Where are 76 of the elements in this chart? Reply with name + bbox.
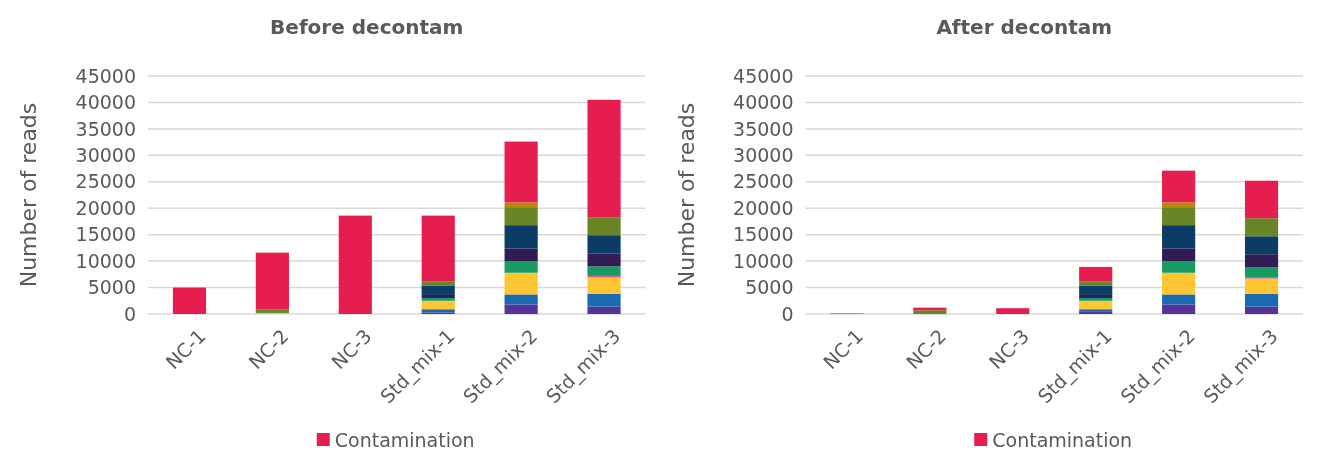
- y-tick-label: 15000: [733, 223, 794, 246]
- bar: [587, 277, 621, 294]
- bar: [421, 285, 455, 295]
- y-tick-label: 35000: [75, 117, 136, 140]
- bar: [587, 266, 621, 276]
- bar: [996, 308, 1030, 314]
- bar: [1162, 304, 1196, 314]
- bar: [1079, 266, 1113, 282]
- y-axis-title: Number of reads: [16, 102, 41, 288]
- bar: [504, 225, 538, 249]
- bar: [421, 294, 455, 299]
- bar: [1162, 170, 1196, 203]
- y-tick-label: 45000: [733, 64, 794, 87]
- bar: [1244, 236, 1279, 255]
- y-tick-label: 15000: [75, 223, 136, 246]
- bar: [1162, 248, 1196, 262]
- bar: [1162, 202, 1196, 208]
- bar: [504, 272, 538, 295]
- bar: [504, 294, 538, 305]
- bar: [1079, 298, 1113, 301]
- bar: [1162, 261, 1196, 273]
- y-tick-label: 35000: [733, 117, 794, 140]
- bar: [1244, 254, 1279, 268]
- bar: [587, 293, 621, 307]
- bar: [504, 202, 538, 208]
- bar: [504, 304, 538, 314]
- bar: [1244, 278, 1279, 294]
- y-axis-title: Number of reads: [673, 102, 699, 288]
- bar: [504, 248, 538, 262]
- bar: [1079, 285, 1113, 295]
- bar: [338, 215, 372, 314]
- bar: [172, 287, 207, 314]
- y-tick-label: 5000: [745, 276, 794, 299]
- bar: [587, 235, 621, 254]
- bar: [421, 281, 455, 286]
- bar: [587, 253, 621, 267]
- chart-title: After decontam: [936, 15, 1113, 39]
- bar: [587, 217, 621, 236]
- y-tick-label: 0: [781, 302, 794, 325]
- bar: [1162, 207, 1196, 226]
- bar: [1244, 293, 1279, 307]
- chart-title: Before decontam: [270, 15, 464, 39]
- bar: [1244, 306, 1279, 314]
- bar: [1079, 300, 1113, 310]
- y-tick-label: 10000: [75, 249, 136, 272]
- y-tick-label: 30000: [733, 143, 794, 166]
- bar: [504, 141, 538, 203]
- bar: [504, 261, 538, 273]
- bar: [1079, 294, 1113, 299]
- y-tick-label: 45000: [75, 64, 136, 87]
- bar: [1244, 180, 1279, 219]
- bar: [1244, 267, 1279, 277]
- bar: [1079, 281, 1113, 286]
- bar: [1244, 218, 1279, 237]
- y-tick-label: 25000: [733, 170, 794, 193]
- bar: [504, 207, 538, 226]
- bar: [587, 99, 621, 218]
- y-tick-label: 5000: [87, 276, 136, 299]
- y-tick-label: 30000: [75, 143, 136, 166]
- y-tick-label: 0: [123, 302, 136, 325]
- bar: [1162, 272, 1196, 295]
- bar: [421, 215, 455, 282]
- y-tick-label: 40000: [733, 91, 794, 114]
- legend-label: Contamination: [334, 428, 475, 451]
- bar: [587, 306, 621, 314]
- bar: [1162, 225, 1196, 249]
- y-tick-label: 20000: [75, 196, 136, 219]
- y-tick-label: 25000: [75, 170, 136, 193]
- y-tick-label: 40000: [75, 91, 136, 114]
- bar: [421, 300, 455, 310]
- y-tick-label: 20000: [733, 196, 794, 219]
- legend-label: Contamination: [992, 428, 1133, 451]
- bar: [1162, 294, 1196, 305]
- bar: [255, 252, 289, 310]
- bar: [421, 298, 455, 301]
- y-tick-label: 10000: [733, 249, 794, 272]
